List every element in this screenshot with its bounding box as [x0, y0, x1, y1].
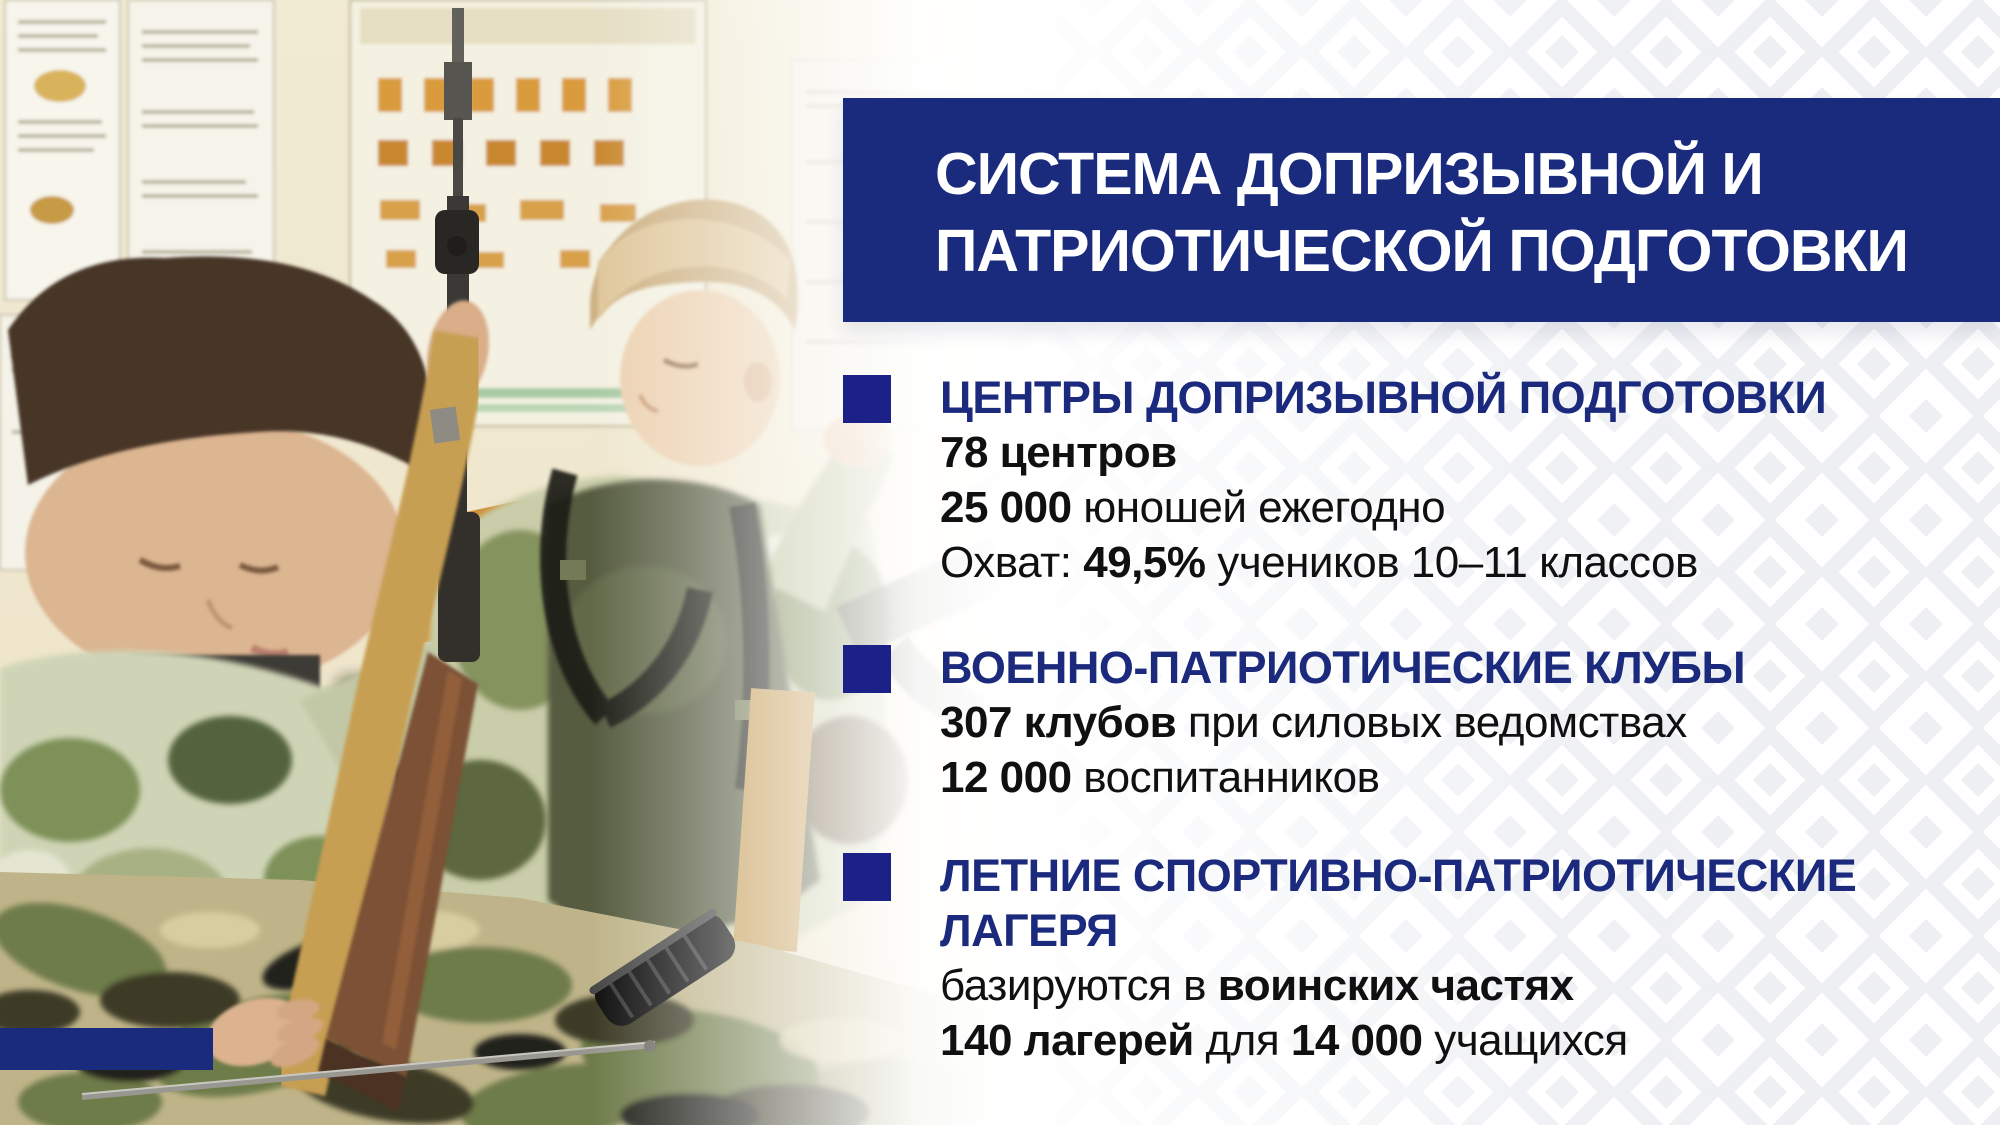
section-bullet: [843, 375, 891, 423]
hand-on-stock: [206, 997, 324, 1068]
section-heading: ЛЕТНИЕ СПОРТИВНО-ПАТРИОТИЧЕСКИЕ ЛАГЕРЯ: [940, 850, 1857, 956]
section-body: 307 клубов при силовых ведомствах 12 000 …: [940, 698, 1687, 802]
accent-bar-bottom-left: [0, 1028, 213, 1070]
title-banner: СИСТЕМА ДОПРИЗЫВНОЙ И ПАТРИОТИЧЕСКОЙ ПОД…: [843, 98, 2000, 322]
section-body: 78 центров 25 000 юношей ежегодно Охват: 4…: [940, 428, 1698, 587]
section-camps: ЛЕТНИЕ СПОРТИВНО-ПАТРИОТИЧЕСКИЕ ЛАГЕРЯ ба…: [843, 848, 2000, 1068]
section-heading: ЦЕНТРЫ ДОПРИЗЫВНОЙ ПОДГОТОВКИ: [940, 372, 1827, 423]
rifle-stock-and-sling: [206, 330, 490, 1112]
slide-title-line-1: СИСТЕМА ДОПРИЗЫВНОЙ И: [935, 141, 1764, 207]
classroom-photo: [0, 0, 1010, 1125]
slide-title-line-2: ПАТРИОТИЧЕСКОЙ ПОДГОТОВКИ: [935, 218, 1909, 284]
section-bullet: [843, 645, 891, 693]
section-body: базируются в воинских частях 140 лагерей …: [940, 961, 1628, 1065]
section-heading: ВОЕННО-ПАТРИОТИЧЕСКИЕ КЛУБЫ: [940, 642, 1746, 693]
section-clubs: ВОЕННО-ПАТРИОТИЧЕСКИЕ КЛУБЫ 307 клубов п…: [843, 640, 2000, 805]
section-bullet: [843, 853, 891, 901]
section-centers: ЦЕНТРЫ ДОПРИЗЫВНОЙ ПОДГОТОВКИ 78 центров…: [843, 370, 2000, 590]
